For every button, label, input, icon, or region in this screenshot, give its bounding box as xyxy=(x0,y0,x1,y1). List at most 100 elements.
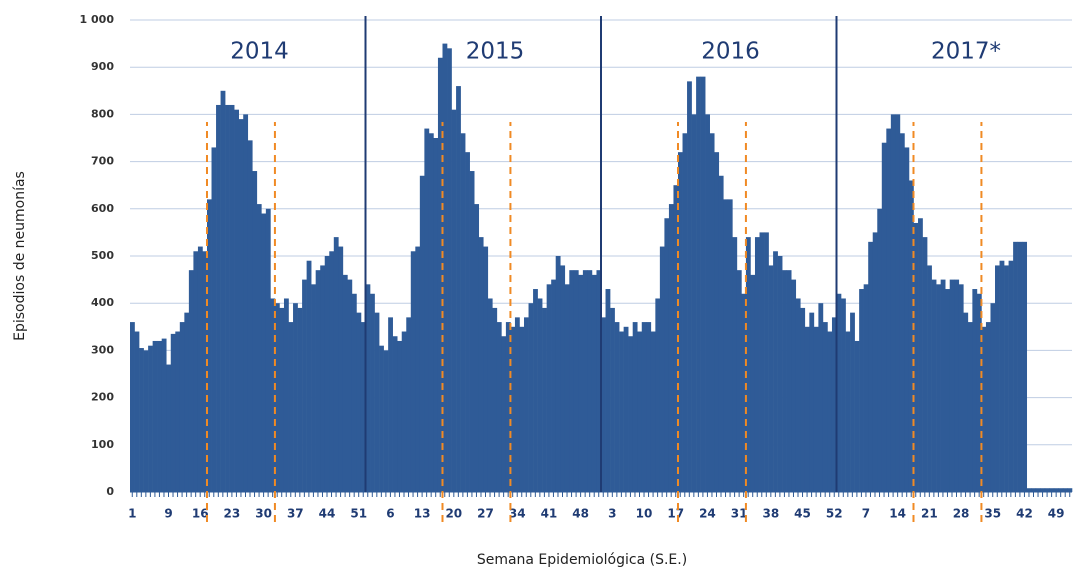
bar xyxy=(859,289,864,492)
x-tick-label: 17 xyxy=(667,507,684,521)
bar xyxy=(542,307,547,492)
x-tick-label: 20 xyxy=(445,507,462,521)
y-tick-label: 1 000 xyxy=(80,13,115,26)
bar xyxy=(990,303,996,492)
y-tick-label: 600 xyxy=(91,202,114,215)
bar xyxy=(261,213,267,492)
bar xyxy=(745,237,751,492)
bar xyxy=(999,260,1005,492)
bar xyxy=(333,237,339,492)
bar xyxy=(632,322,638,492)
bar xyxy=(927,265,932,492)
bar xyxy=(940,279,946,492)
bar xyxy=(496,322,502,492)
x-tick-label: 27 xyxy=(477,507,494,521)
bar xyxy=(478,237,484,492)
x-tick-label: 38 xyxy=(762,507,779,521)
bar xyxy=(379,345,384,492)
bar xyxy=(220,90,226,493)
bar xyxy=(727,199,733,493)
bar xyxy=(383,350,389,492)
x-tick-label: 37 xyxy=(287,507,304,521)
bar xyxy=(850,312,855,492)
bar xyxy=(256,204,262,492)
bar xyxy=(216,104,221,493)
bar xyxy=(338,246,344,492)
bar xyxy=(297,307,303,492)
y-axis-label: Episodios de neumonías xyxy=(12,171,28,341)
x-tick-label: 35 xyxy=(984,507,1001,521)
bar xyxy=(166,364,172,492)
bar xyxy=(1067,488,1073,492)
bar xyxy=(392,336,398,492)
bar xyxy=(424,128,430,492)
bar xyxy=(306,260,312,492)
bar xyxy=(347,279,353,492)
bar xyxy=(963,312,969,492)
bar xyxy=(406,317,412,492)
bar xyxy=(560,265,566,492)
bar xyxy=(668,204,674,492)
bar xyxy=(1053,488,1059,492)
bar xyxy=(628,336,634,492)
bar xyxy=(777,256,783,492)
y-tick-label: 0 xyxy=(106,485,114,498)
bar xyxy=(614,322,620,492)
bar xyxy=(238,119,244,493)
bar xyxy=(324,256,330,492)
bar xyxy=(732,237,738,492)
x-tick-label: 41 xyxy=(541,507,558,521)
x-tick-label: 16 xyxy=(192,507,209,521)
y-tick-label: 100 xyxy=(91,438,114,451)
bar xyxy=(143,350,149,492)
bar xyxy=(623,326,629,492)
bar xyxy=(188,270,194,492)
bar xyxy=(351,293,357,492)
bar xyxy=(881,142,887,492)
bar xyxy=(899,133,905,492)
y-tick-label: 300 xyxy=(91,343,114,356)
x-tick-label: 3 xyxy=(608,507,616,521)
bar xyxy=(360,322,366,492)
bar xyxy=(759,232,765,492)
x-tick-label: 51 xyxy=(350,507,367,521)
bar xyxy=(243,114,249,493)
bar xyxy=(641,322,647,492)
bar xyxy=(197,246,203,492)
bar xyxy=(718,175,724,492)
bar xyxy=(397,340,403,492)
x-tick-label: 7 xyxy=(862,507,870,521)
bar xyxy=(370,293,375,492)
year-label: 2015 xyxy=(466,39,525,65)
x-tick-label: 6 xyxy=(386,507,394,521)
bar xyxy=(342,274,348,492)
bar xyxy=(741,293,747,492)
bar xyxy=(175,331,181,492)
bar xyxy=(750,274,756,492)
bar xyxy=(234,109,239,493)
bar xyxy=(184,312,190,492)
bar xyxy=(918,218,923,493)
bar xyxy=(546,284,552,492)
bar xyxy=(804,326,810,492)
x-tick-label: 31 xyxy=(731,507,748,521)
bar xyxy=(1062,488,1068,492)
bar xyxy=(890,114,896,493)
x-tick-label: 23 xyxy=(224,507,241,521)
bar xyxy=(211,147,217,492)
bar xyxy=(985,322,991,492)
bar xyxy=(270,298,276,492)
bar xyxy=(822,322,828,492)
bar xyxy=(714,152,720,492)
bar xyxy=(981,326,987,492)
bar xyxy=(519,326,525,492)
bar xyxy=(836,293,842,492)
bar xyxy=(252,171,258,493)
bar xyxy=(537,298,543,492)
x-tick-label: 13 xyxy=(414,507,431,521)
bar xyxy=(809,312,815,492)
bar xyxy=(401,331,407,492)
bar xyxy=(782,270,787,492)
bar xyxy=(451,109,457,493)
bar xyxy=(302,279,307,492)
